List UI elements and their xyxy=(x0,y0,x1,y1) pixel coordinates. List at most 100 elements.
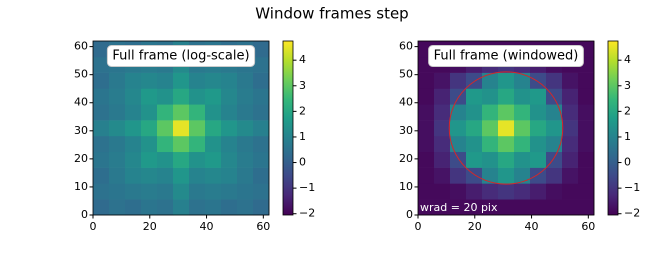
y-tick-label: 50 xyxy=(399,68,413,81)
heatmap-cell xyxy=(109,72,126,89)
heatmap-cell xyxy=(434,72,451,89)
heatmap-cell xyxy=(578,120,595,137)
heatmap-cell xyxy=(498,135,515,153)
heatmap-cell xyxy=(482,104,499,121)
label-box xyxy=(428,45,584,67)
heatmap-cell xyxy=(562,104,579,121)
heatmap-cell xyxy=(237,120,254,137)
heatmap-cell xyxy=(125,199,142,216)
heatmap-cell xyxy=(189,199,206,216)
heatmap-cell xyxy=(221,88,238,105)
heatmap-cell xyxy=(93,41,110,58)
x-tick-label: 20 xyxy=(468,220,482,233)
panel-label: Full frame (log-scale) xyxy=(112,49,249,64)
heatmap-cell xyxy=(221,167,238,184)
heatmap-cell xyxy=(498,72,515,89)
x-tick-label: 0 xyxy=(415,220,422,233)
heatmap-cell xyxy=(253,104,270,121)
heatmap-cell xyxy=(205,120,222,137)
heatmap-cell xyxy=(530,120,547,137)
heatmap-cell xyxy=(562,183,579,200)
heatmap-cell xyxy=(189,88,206,105)
heatmap-cell xyxy=(205,72,222,89)
heatmap-cell xyxy=(221,151,238,168)
heatmap-cell xyxy=(514,135,531,153)
heatmap-cell xyxy=(93,199,110,216)
heatmap-cell xyxy=(498,120,515,137)
heatmap-cell xyxy=(205,135,222,153)
heatmap-cell xyxy=(141,120,158,137)
x-tick-label: 60 xyxy=(581,220,595,233)
heatmap-cell xyxy=(562,72,579,89)
heatmap-cell xyxy=(466,183,483,200)
heatmap-cell xyxy=(482,135,499,153)
heatmap-cell xyxy=(109,167,126,184)
colorbar-tick-label: 4 xyxy=(624,53,631,66)
heatmap-cell xyxy=(109,151,126,168)
heatmap-cell xyxy=(93,88,110,105)
heatmap-cell xyxy=(125,135,142,153)
heatmap-cell xyxy=(466,88,483,105)
heatmap-cell xyxy=(173,151,190,168)
heatmap-cell xyxy=(498,183,515,200)
heatmap-cell xyxy=(157,72,174,89)
heatmap-cell xyxy=(530,151,547,168)
colorbar xyxy=(282,40,294,216)
heatmap-cell xyxy=(93,104,110,121)
heatmap-cell xyxy=(498,167,515,184)
heatmap-cell xyxy=(482,199,499,216)
heatmap-cell xyxy=(530,104,547,121)
heatmap-cell xyxy=(157,135,174,153)
heatmap-cell xyxy=(205,151,222,168)
heatmap-cell xyxy=(125,183,142,200)
heatmap-cell xyxy=(253,88,270,105)
heatmap-cell xyxy=(434,183,451,200)
x-tick-label: 20 xyxy=(143,220,157,233)
heatmap-cell xyxy=(221,120,238,137)
heatmap-cell xyxy=(93,183,110,200)
heatmap-cell xyxy=(189,104,206,121)
heatmap-cell xyxy=(418,151,435,168)
x-tick-label: 40 xyxy=(525,220,539,233)
heatmap-cell xyxy=(466,135,483,153)
heatmap-cell xyxy=(157,167,174,184)
heatmap-cell xyxy=(253,72,270,89)
y-tick-label: 20 xyxy=(399,152,413,165)
y-tick-label: 20 xyxy=(74,152,88,165)
colorbar-tick-label: 4 xyxy=(299,53,306,66)
heatmap-cell xyxy=(450,199,467,216)
heatmap-cell xyxy=(141,72,158,89)
heatmap-cell xyxy=(418,104,435,121)
annotation: wrad = 20 pix xyxy=(420,201,498,214)
heatmap-cell xyxy=(93,72,110,89)
heatmap-cell xyxy=(237,199,254,216)
heatmap-cell xyxy=(562,135,579,153)
heatmap-cell xyxy=(237,151,254,168)
heatmap-cell xyxy=(578,104,595,121)
heatmap-cell xyxy=(578,183,595,200)
heatmap-cell xyxy=(157,183,174,200)
heatmap-cell xyxy=(237,183,254,200)
colorbar-tick-label: −2 xyxy=(299,207,315,220)
heatmap-cell xyxy=(157,120,174,137)
heatmap-cell xyxy=(418,199,435,216)
heatmap-cell xyxy=(221,72,238,89)
heatmap-cell xyxy=(578,167,595,184)
heatmap-cell xyxy=(157,88,174,105)
heatmap-cell xyxy=(418,120,435,137)
heatmap-cell xyxy=(109,183,126,200)
colorbar-tick-label: 0 xyxy=(299,156,306,169)
y-tick-label: 30 xyxy=(74,124,88,137)
heatmap-cell xyxy=(450,120,467,137)
heatmap-cell xyxy=(173,72,190,89)
heatmap-cell xyxy=(173,199,190,216)
x-tick-label: 60 xyxy=(256,220,270,233)
heatmap-cell xyxy=(173,167,190,184)
heatmap-cell xyxy=(205,104,222,121)
heatmap-cell xyxy=(93,151,110,168)
heatmap-cell xyxy=(253,167,270,184)
heatmap-cell xyxy=(466,120,483,137)
colorbar xyxy=(607,40,619,216)
x-tick-label: 40 xyxy=(200,220,214,233)
heatmap-cell xyxy=(237,135,254,153)
